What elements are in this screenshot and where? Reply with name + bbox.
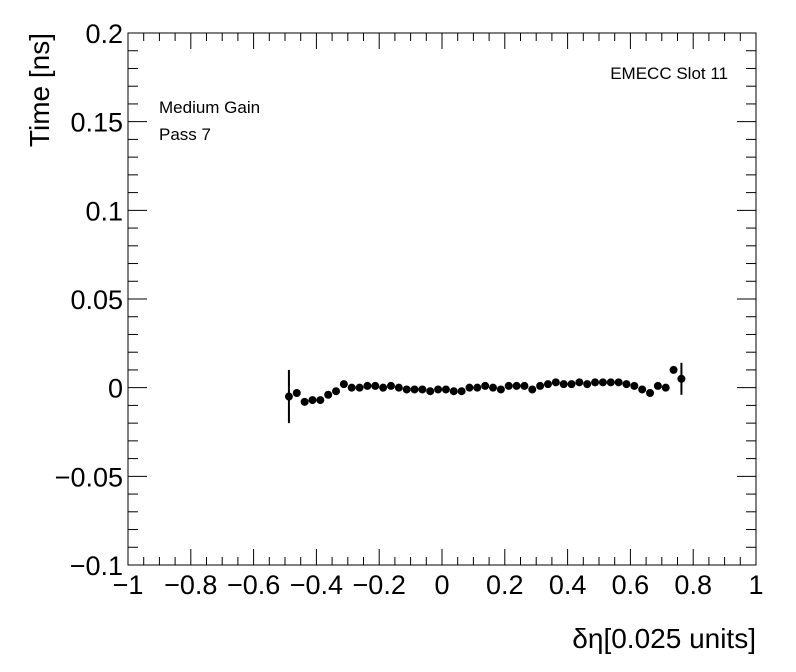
x-tick-labels: −1 −0.8 −0.6 −0.4 −0.2 0 0.2 0.4 0.6 0.8 1: [113, 570, 764, 600]
data-point: [504, 381, 513, 390]
data-point: [591, 378, 600, 387]
data-point: [332, 387, 341, 396]
data-point: [496, 385, 505, 394]
y-tick-labels: −0.1 −0.05 0 0.05 0.1 0.15 0.2: [55, 19, 123, 581]
data-point: [292, 388, 301, 397]
data-point: [284, 392, 293, 401]
data-point: [536, 381, 545, 390]
data-point: [653, 381, 662, 390]
data-point: [300, 397, 309, 406]
data-point: [614, 378, 623, 387]
data-point: [347, 383, 356, 392]
data-point: [363, 381, 372, 390]
data-point: [379, 383, 388, 392]
y-tick-label: 0.15: [70, 108, 123, 138]
data-point: [661, 383, 670, 392]
pass-label: Pass 7: [159, 125, 211, 144]
data-point: [598, 378, 607, 387]
x-tick-label: 0.8: [674, 570, 712, 600]
data-point: [457, 387, 466, 396]
data-point: [473, 383, 482, 392]
data-point: [441, 385, 450, 394]
y-tick-label: 0.05: [70, 285, 123, 315]
data-point: [622, 380, 631, 389]
axis-ticks: [127, 32, 757, 566]
data-point: [418, 385, 427, 394]
data-point: [638, 385, 647, 394]
data-point: [316, 396, 325, 405]
data-point: [677, 374, 686, 383]
y-tick-label: 0: [108, 374, 123, 404]
data-point: [512, 381, 521, 390]
data-point: [402, 385, 411, 394]
slot-label: EMECC Slot 11: [610, 64, 728, 83]
data-point: [543, 380, 552, 389]
data-point: [669, 365, 678, 374]
data-point: [355, 383, 364, 392]
data-point: [449, 387, 458, 396]
y-tick-label: 0.2: [85, 19, 123, 49]
data-point: [489, 383, 498, 392]
x-tick-label: −0.4: [290, 570, 343, 600]
data-point: [339, 380, 348, 389]
data-point: [434, 385, 443, 394]
x-tick-label: −1: [113, 570, 144, 600]
data-point: [324, 390, 333, 399]
data-point: [520, 381, 529, 390]
data-point: [465, 383, 474, 392]
y-tick-label: 0.1: [85, 196, 123, 226]
data-point: [308, 396, 317, 405]
x-tick-label: 1: [748, 570, 763, 600]
data-point: [386, 381, 395, 390]
data-point: [567, 380, 576, 389]
y-tick-label: −0.05: [55, 462, 123, 492]
data-point: [583, 380, 592, 389]
x-tick-label: 0.6: [612, 570, 650, 600]
data-point: [606, 378, 615, 387]
x-axis-title: δη[0.025 units]: [572, 623, 756, 654]
data-point: [630, 381, 639, 390]
data-point: [646, 388, 655, 397]
x-tick-label: −0.6: [227, 570, 280, 600]
y-tick-label: −0.1: [70, 551, 123, 581]
gain-label: Medium Gain: [159, 98, 260, 117]
data-point: [394, 383, 403, 392]
data-point: [551, 378, 560, 387]
x-tick-label: −0.2: [353, 570, 406, 600]
data-point: [481, 381, 490, 390]
x-tick-label: 0: [434, 570, 449, 600]
data-point: [559, 380, 568, 389]
y-axis-title: Time [ns]: [24, 33, 55, 147]
x-tick-label: −0.8: [164, 570, 217, 600]
x-tick-label: 0.4: [549, 570, 587, 600]
x-tick-label: 0.2: [486, 570, 524, 600]
data-point: [528, 385, 537, 394]
data-points: [284, 362, 686, 424]
data-point: [426, 387, 435, 396]
data-point: [410, 385, 419, 394]
data-point: [575, 378, 584, 387]
data-point: [371, 381, 380, 390]
